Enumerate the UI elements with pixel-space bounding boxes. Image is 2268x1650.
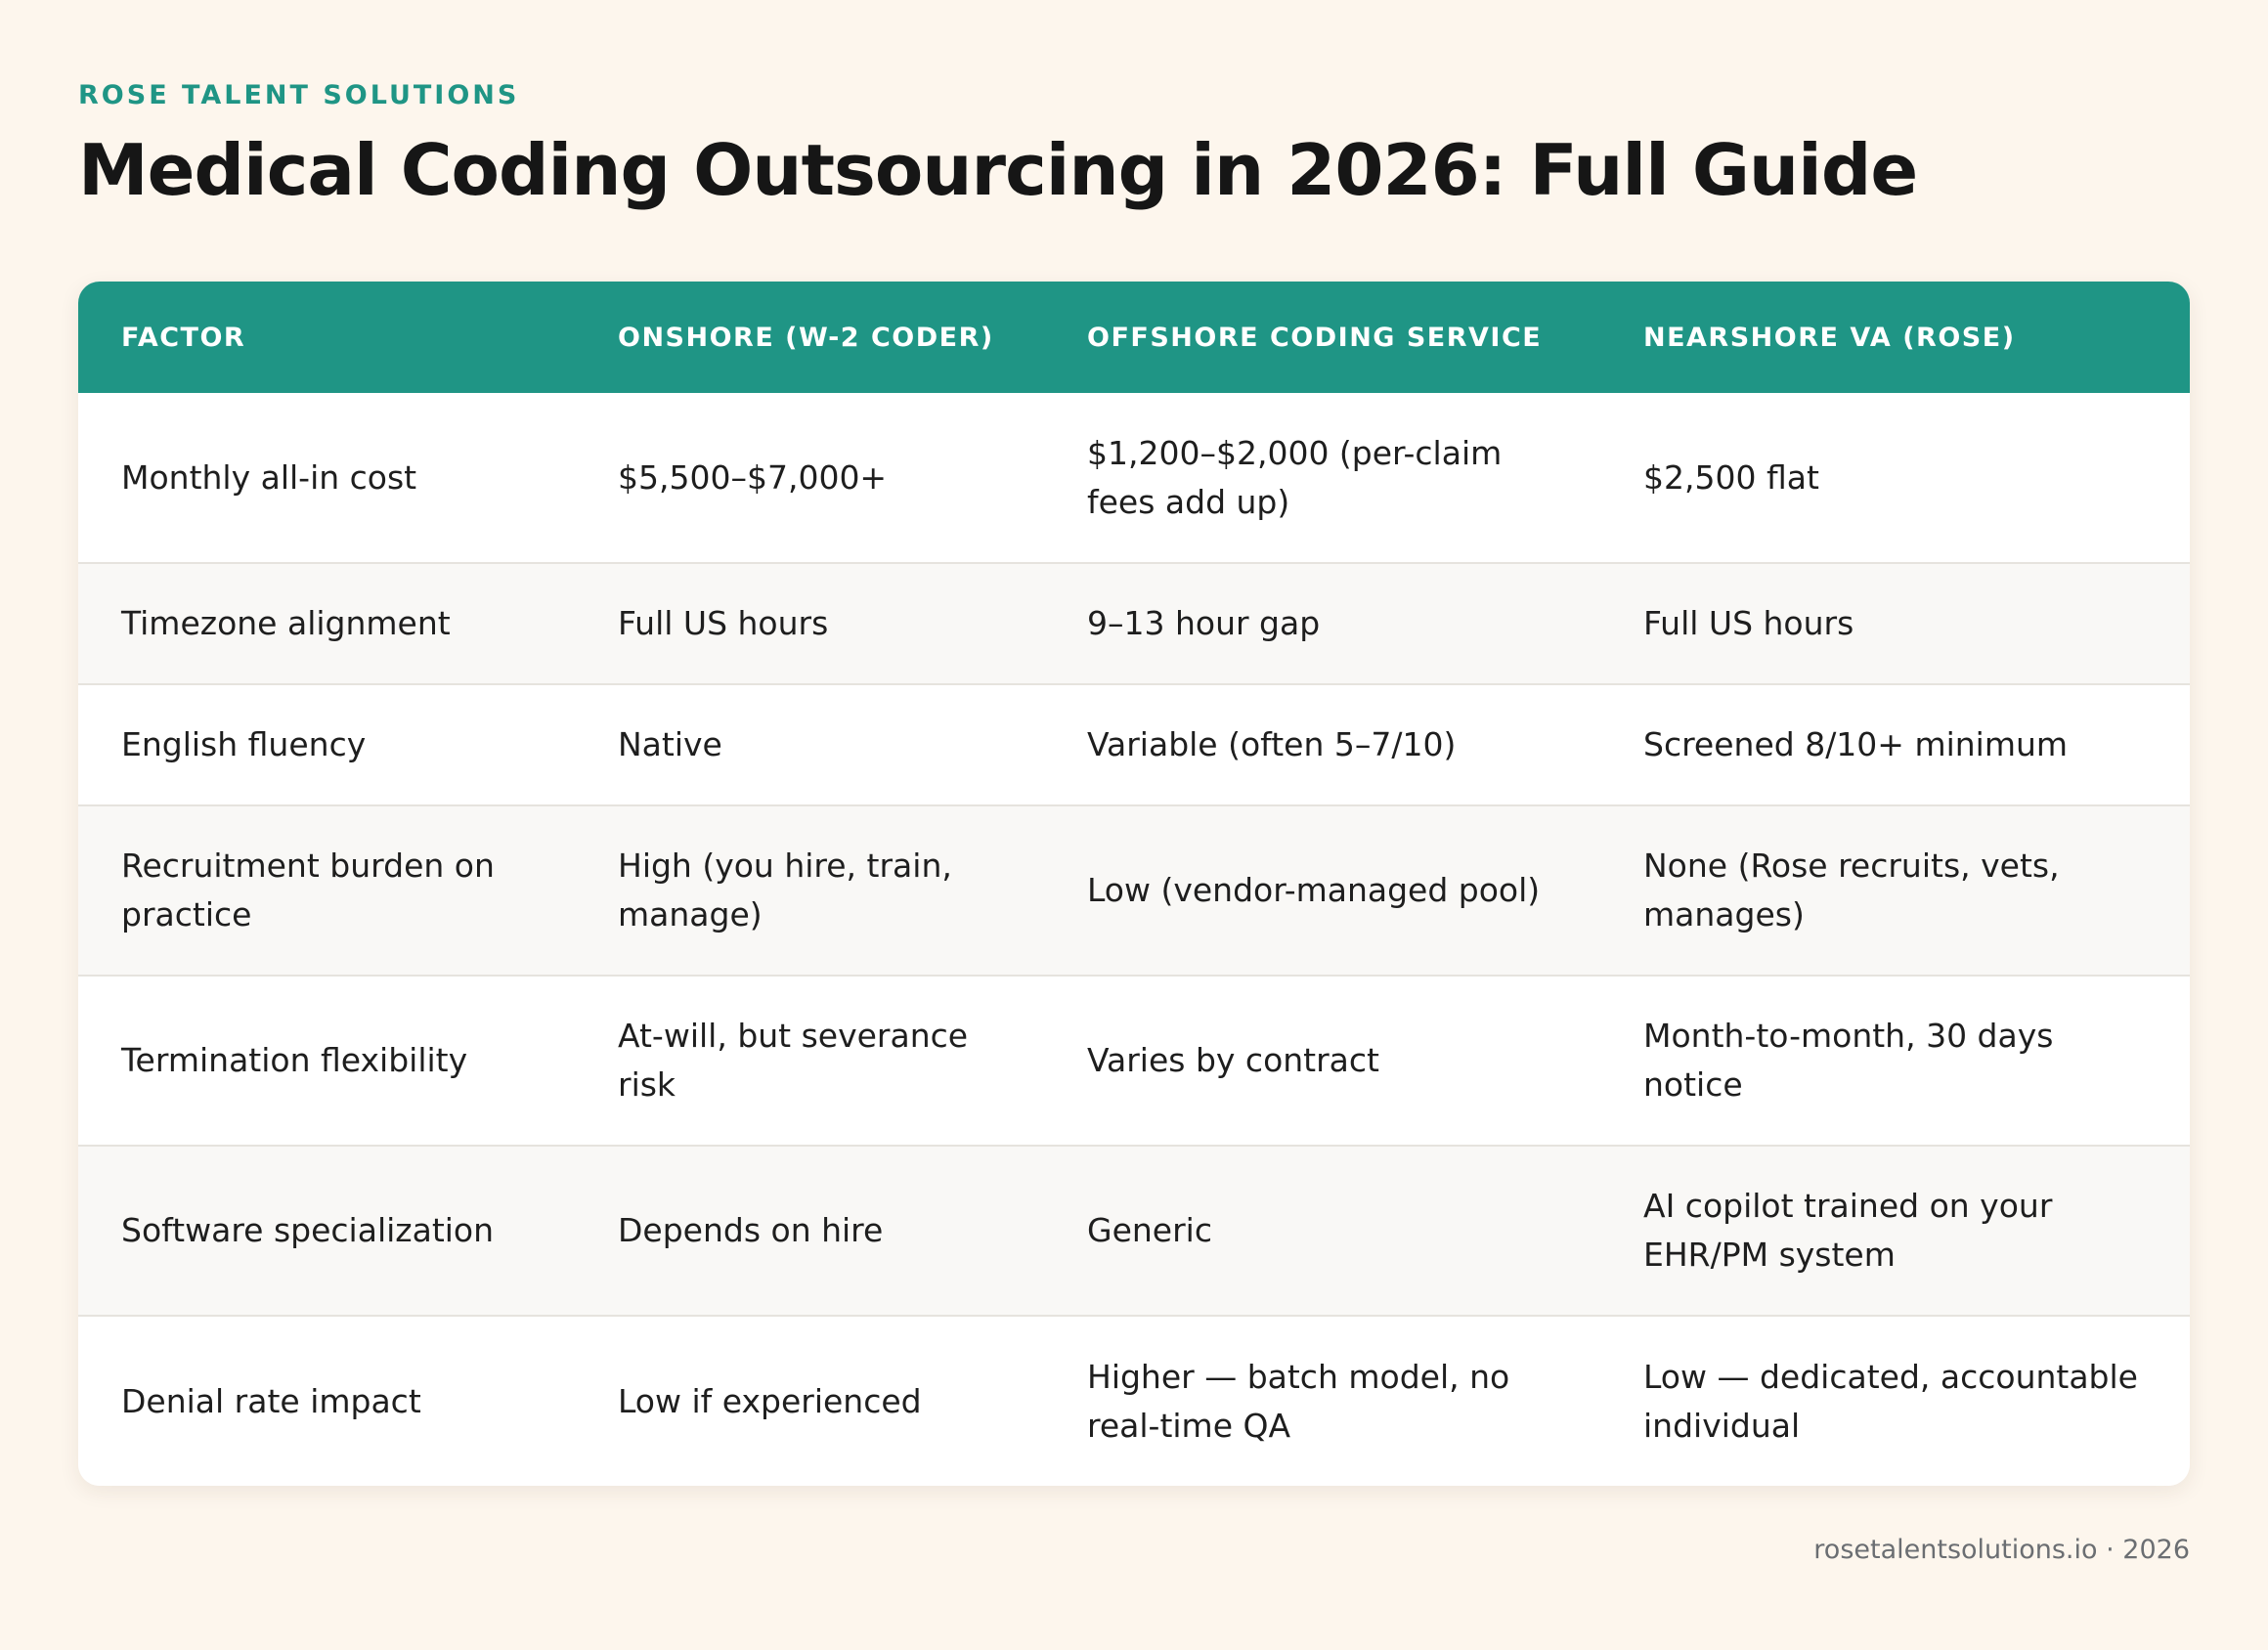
- cell-nearshore: AI copilot trained on your EHR/PM system: [1643, 1187, 2053, 1274]
- cell-nearshore: Month-to-month, 30 days notice: [1643, 1017, 2054, 1104]
- cell-offshore: Higher — batch model, no real-time QA: [1087, 1357, 1510, 1445]
- cell-nearshore: Full US hours: [1643, 604, 1854, 642]
- cell-onshore: Native: [618, 725, 722, 763]
- cell-nearshore: None (Rose recruits, vets, manages): [1643, 847, 2060, 934]
- cell-onshore: High (you hire, train, manage): [618, 847, 952, 934]
- table-row: Monthly all-in cost $5,500–$7,000+ $1,20…: [78, 393, 2190, 563]
- cell-nearshore: Low — dedicated, accountable individual: [1643, 1357, 2138, 1445]
- page-title: Medical Coding Outsourcing in 2026: Full…: [78, 129, 1918, 211]
- cell-onshore: At-will, but severance risk: [618, 1017, 969, 1104]
- table-row: Software specialization Depends on hire …: [78, 1146, 2190, 1316]
- cell-factor: Software specialization: [121, 1211, 495, 1249]
- comparison-table-card: FACTOR ONSHORE (W-2 CODER) OFFSHORE CODI…: [78, 282, 2190, 1486]
- cell-offshore: Generic: [1087, 1211, 1212, 1249]
- cell-onshore: Full US hours: [618, 604, 829, 642]
- cell-offshore: Varies by contract: [1087, 1041, 1379, 1079]
- cell-onshore: Depends on hire: [618, 1211, 884, 1249]
- cell-factor: Monthly all-in cost: [121, 457, 417, 497]
- cell-factor: Termination flexibility: [121, 1041, 468, 1079]
- cell-offshore: Variable (often 5–7/10): [1087, 725, 1457, 763]
- cell-factor: Recruitment burden on practice: [121, 847, 495, 934]
- header-offshore: OFFSHORE CODING SERVICE: [1087, 322, 1543, 353]
- cell-nearshore: $2,500 flat: [1643, 457, 1819, 497]
- header-onshore: ONSHORE (W-2 CODER): [618, 322, 994, 353]
- cell-factor: Denial rate impact: [121, 1381, 421, 1420]
- table-row: Denial rate impact Low if experienced Hi…: [78, 1316, 2190, 1486]
- table-row: Termination flexibility At-will, but sev…: [78, 976, 2190, 1146]
- table-row: English fluency Native Variable (often 5…: [78, 684, 2190, 805]
- cell-offshore: Low (vendor-managed pool): [1087, 871, 1541, 909]
- cell-offshore: $1,200–$2,000 (per-claim fees add up): [1087, 433, 1503, 521]
- footer-credit: rosetalentsolutions.io · 2026: [1813, 1535, 2190, 1565]
- cell-nearshore: Screened 8/10+ minimum: [1643, 725, 2069, 763]
- cell-factor: English fluency: [121, 725, 367, 763]
- cell-onshore: $5,500–$7,000+: [618, 457, 888, 497]
- table-row: Timezone alignment Full US hours 9–13 ho…: [78, 563, 2190, 684]
- comparison-table: FACTOR ONSHORE (W-2 CODER) OFFSHORE CODI…: [78, 282, 2190, 1486]
- cell-onshore: Low if experienced: [618, 1381, 922, 1420]
- brand-label: ROSE TALENT SOLUTIONS: [78, 80, 520, 110]
- table-header-row: FACTOR ONSHORE (W-2 CODER) OFFSHORE CODI…: [78, 282, 2190, 393]
- header-nearshore: NEARSHORE VA (ROSE): [1643, 322, 2016, 353]
- cell-factor: Timezone alignment: [121, 604, 451, 642]
- header-factor: FACTOR: [121, 322, 246, 353]
- cell-offshore: 9–13 hour gap: [1087, 604, 1321, 642]
- table-row: Recruitment burden on practice High (you…: [78, 805, 2190, 976]
